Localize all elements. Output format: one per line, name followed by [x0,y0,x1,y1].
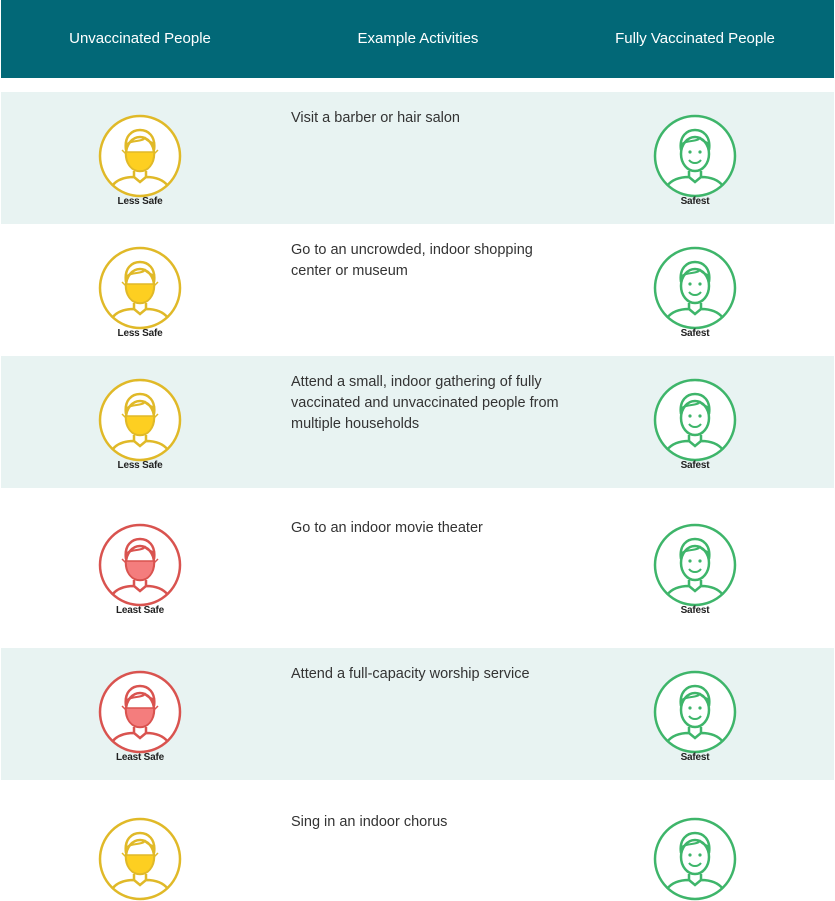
vaccinated-rating: Safest [650,114,740,207]
smiling-person-icon [650,378,740,462]
vaccinated-rating-label: Safest [680,605,710,616]
unvaccinated-rating: Less Safe [95,378,185,471]
smiling-person-icon [650,523,740,607]
masked-person-icon [95,114,185,198]
activity-text: Sing in an indoor chorus [291,814,448,830]
vaccinated-rating: Safest [650,378,740,471]
table-row: Less Safe Go to an uncrowded, indoor sho… [1,224,834,356]
unvaccinated-rating: Least Safe [95,670,185,763]
unvaccinated-rating-label: Least Safe [115,752,165,763]
activity-text: Go to an indoor movie theater [291,520,483,536]
vaccinated-rating: Safest [650,523,740,616]
smiling-person-icon [650,817,740,901]
smiling-person-icon [650,670,740,754]
activity-text: Attend a full-capacity worship service [291,666,530,682]
smiling-person-icon [650,114,740,198]
vaccinated-rating: Safest [650,670,740,763]
unvaccinated-rating-label: Least Safe [115,605,165,616]
vaccinated-rating-label: Safest [680,328,710,339]
vaccinated-rating: Safest [650,246,740,339]
unvaccinated-rating: Less Safe [95,114,185,207]
activity-text: Visit a barber or hair salon [291,110,460,126]
masked-person-icon [95,523,185,607]
vaccinated-rating-label: Safest [680,196,710,207]
unvaccinated-rating-label: Less Safe [117,460,163,471]
unvaccinated-rating [95,817,185,901]
table-row: Least Safe Attend a full-capacity worshi… [1,648,834,780]
table-row: Less Safe Attend a small, indoor gatheri… [1,356,834,488]
header-activities: Example Activities [357,30,479,47]
unvaccinated-rating: Least Safe [95,523,185,616]
masked-person-icon [95,817,185,901]
unvaccinated-rating-label: Less Safe [117,328,163,339]
unvaccinated-rating: Less Safe [95,246,185,339]
vaccinated-rating-label: Safest [680,752,710,763]
header-vaccinated: Fully Vaccinated People [615,30,775,47]
unvaccinated-rating-label: Less Safe [117,196,163,207]
table-row: Least Safe Go to an indoor movie theater… [1,488,834,648]
vaccinated-rating [650,817,740,901]
masked-person-icon [95,378,185,462]
masked-person-icon [95,246,185,330]
table-row: Sing in an indoor chorus [1,780,834,901]
smiling-person-icon [650,246,740,330]
activity-text: Go to an uncrowded, indoor shopping cent… [291,242,533,279]
table-row: Less Safe Visit a barber or hair salon S… [1,92,834,224]
header-unvaccinated: Unvaccinated People [69,30,211,47]
vaccinated-rating-label: Safest [680,460,710,471]
masked-person-icon [95,670,185,754]
table-header: Unvaccinated People Example Activities F… [1,0,834,78]
activity-text: Attend a small, indoor gathering of full… [291,374,559,432]
